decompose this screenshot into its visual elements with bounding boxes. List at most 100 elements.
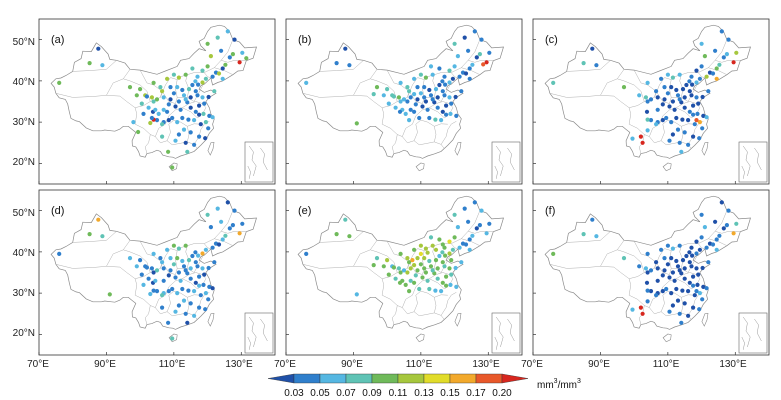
station-point: [415, 97, 420, 102]
lat-tick-label: 40°N: [13, 77, 35, 88]
station-point: [148, 120, 153, 126]
station-point: [440, 89, 445, 94]
station-point: [487, 50, 492, 55]
station-point: [207, 113, 212, 118]
station-point: [686, 289, 691, 294]
station-point: [677, 97, 682, 102]
station-point: [422, 266, 427, 271]
station-point: [439, 289, 444, 294]
station-point: [682, 95, 687, 100]
station-point: [447, 68, 452, 73]
station-point: [479, 208, 484, 213]
station-point: [690, 253, 695, 258]
lon-tick-label: 130°E: [225, 359, 253, 370]
station-point: [413, 273, 418, 278]
station-point: [412, 76, 417, 81]
province-boundary: [391, 305, 398, 325]
station-point: [710, 242, 716, 247]
inset-coastline: [507, 147, 515, 171]
station-point: [689, 93, 694, 98]
station-point: [206, 297, 211, 302]
station-point: [347, 234, 352, 239]
province-boundary: [144, 305, 151, 325]
station-point: [371, 263, 376, 268]
station-point: [173, 275, 178, 280]
station-point: [689, 74, 694, 79]
station-point: [477, 223, 482, 228]
station-point: [670, 75, 675, 80]
station-point: [427, 115, 432, 121]
station-point: [240, 221, 245, 226]
colorbar-tick-label: 0.13: [414, 388, 434, 399]
panel-label: (f): [545, 205, 555, 217]
province-boundary: [429, 101, 443, 108]
station-point: [691, 283, 696, 288]
station-point: [412, 247, 417, 252]
station-point: [638, 134, 643, 139]
station-point: [193, 250, 198, 255]
station-point: [170, 165, 175, 170]
station-point: [694, 289, 699, 294]
station-point: [188, 130, 193, 135]
station-point: [677, 268, 682, 273]
province-boundary: [413, 119, 448, 141]
station-point: [178, 278, 183, 283]
station-point: [412, 280, 417, 285]
station-point: [144, 94, 149, 99]
province-boundary: [391, 134, 398, 154]
station-point: [704, 115, 709, 120]
station-point: [687, 280, 692, 285]
province-boundary: [370, 78, 398, 108]
station-point: [393, 105, 398, 110]
station-point: [714, 247, 719, 252]
island-outline: [662, 333, 672, 343]
island-outline: [415, 162, 425, 172]
station-point: [648, 289, 654, 294]
station-point: [175, 256, 180, 261]
station-point: [413, 102, 418, 107]
station-points: [551, 29, 739, 154]
station-point: [440, 280, 445, 285]
station-point: [452, 64, 457, 69]
station-point: [444, 274, 449, 279]
station-point: [185, 149, 190, 154]
station-point: [660, 102, 665, 107]
south-china-sea-inset: [738, 312, 768, 354]
station-point: [667, 138, 672, 143]
station-point: [175, 85, 180, 90]
station-point: [417, 286, 422, 292]
station-point: [621, 256, 627, 261]
station-point: [197, 274, 202, 279]
station-point: [726, 37, 731, 42]
station-point: [134, 264, 139, 269]
station-point: [669, 120, 674, 125]
station-point: [403, 282, 408, 287]
station-point: [702, 225, 707, 230]
station-point: [457, 74, 462, 79]
country-outline: [297, 195, 504, 330]
map-panel: (b): [285, 18, 523, 185]
station-point: [670, 270, 675, 275]
station-point: [193, 260, 198, 265]
map-panel: (f): [532, 189, 770, 356]
station-point: [223, 62, 228, 67]
lon-tick-label: 130°E: [472, 359, 500, 370]
station-point: [205, 41, 210, 46]
country-outline: [297, 24, 504, 159]
station-point: [200, 266, 205, 271]
province-boundary: [319, 60, 364, 72]
station-point: [408, 278, 413, 283]
station-point: [87, 61, 92, 66]
station-point: [655, 266, 660, 271]
station-point: [225, 29, 230, 34]
station-point: [401, 268, 407, 273]
province-boundary: [654, 210, 728, 269]
inset-coastline: [248, 316, 257, 348]
island-outline: [454, 141, 462, 156]
station-point: [690, 82, 695, 87]
province-boundary: [638, 305, 645, 325]
station-point: [677, 72, 682, 77]
station-point: [684, 253, 689, 259]
station-point: [643, 95, 648, 100]
station-point: [180, 115, 185, 121]
